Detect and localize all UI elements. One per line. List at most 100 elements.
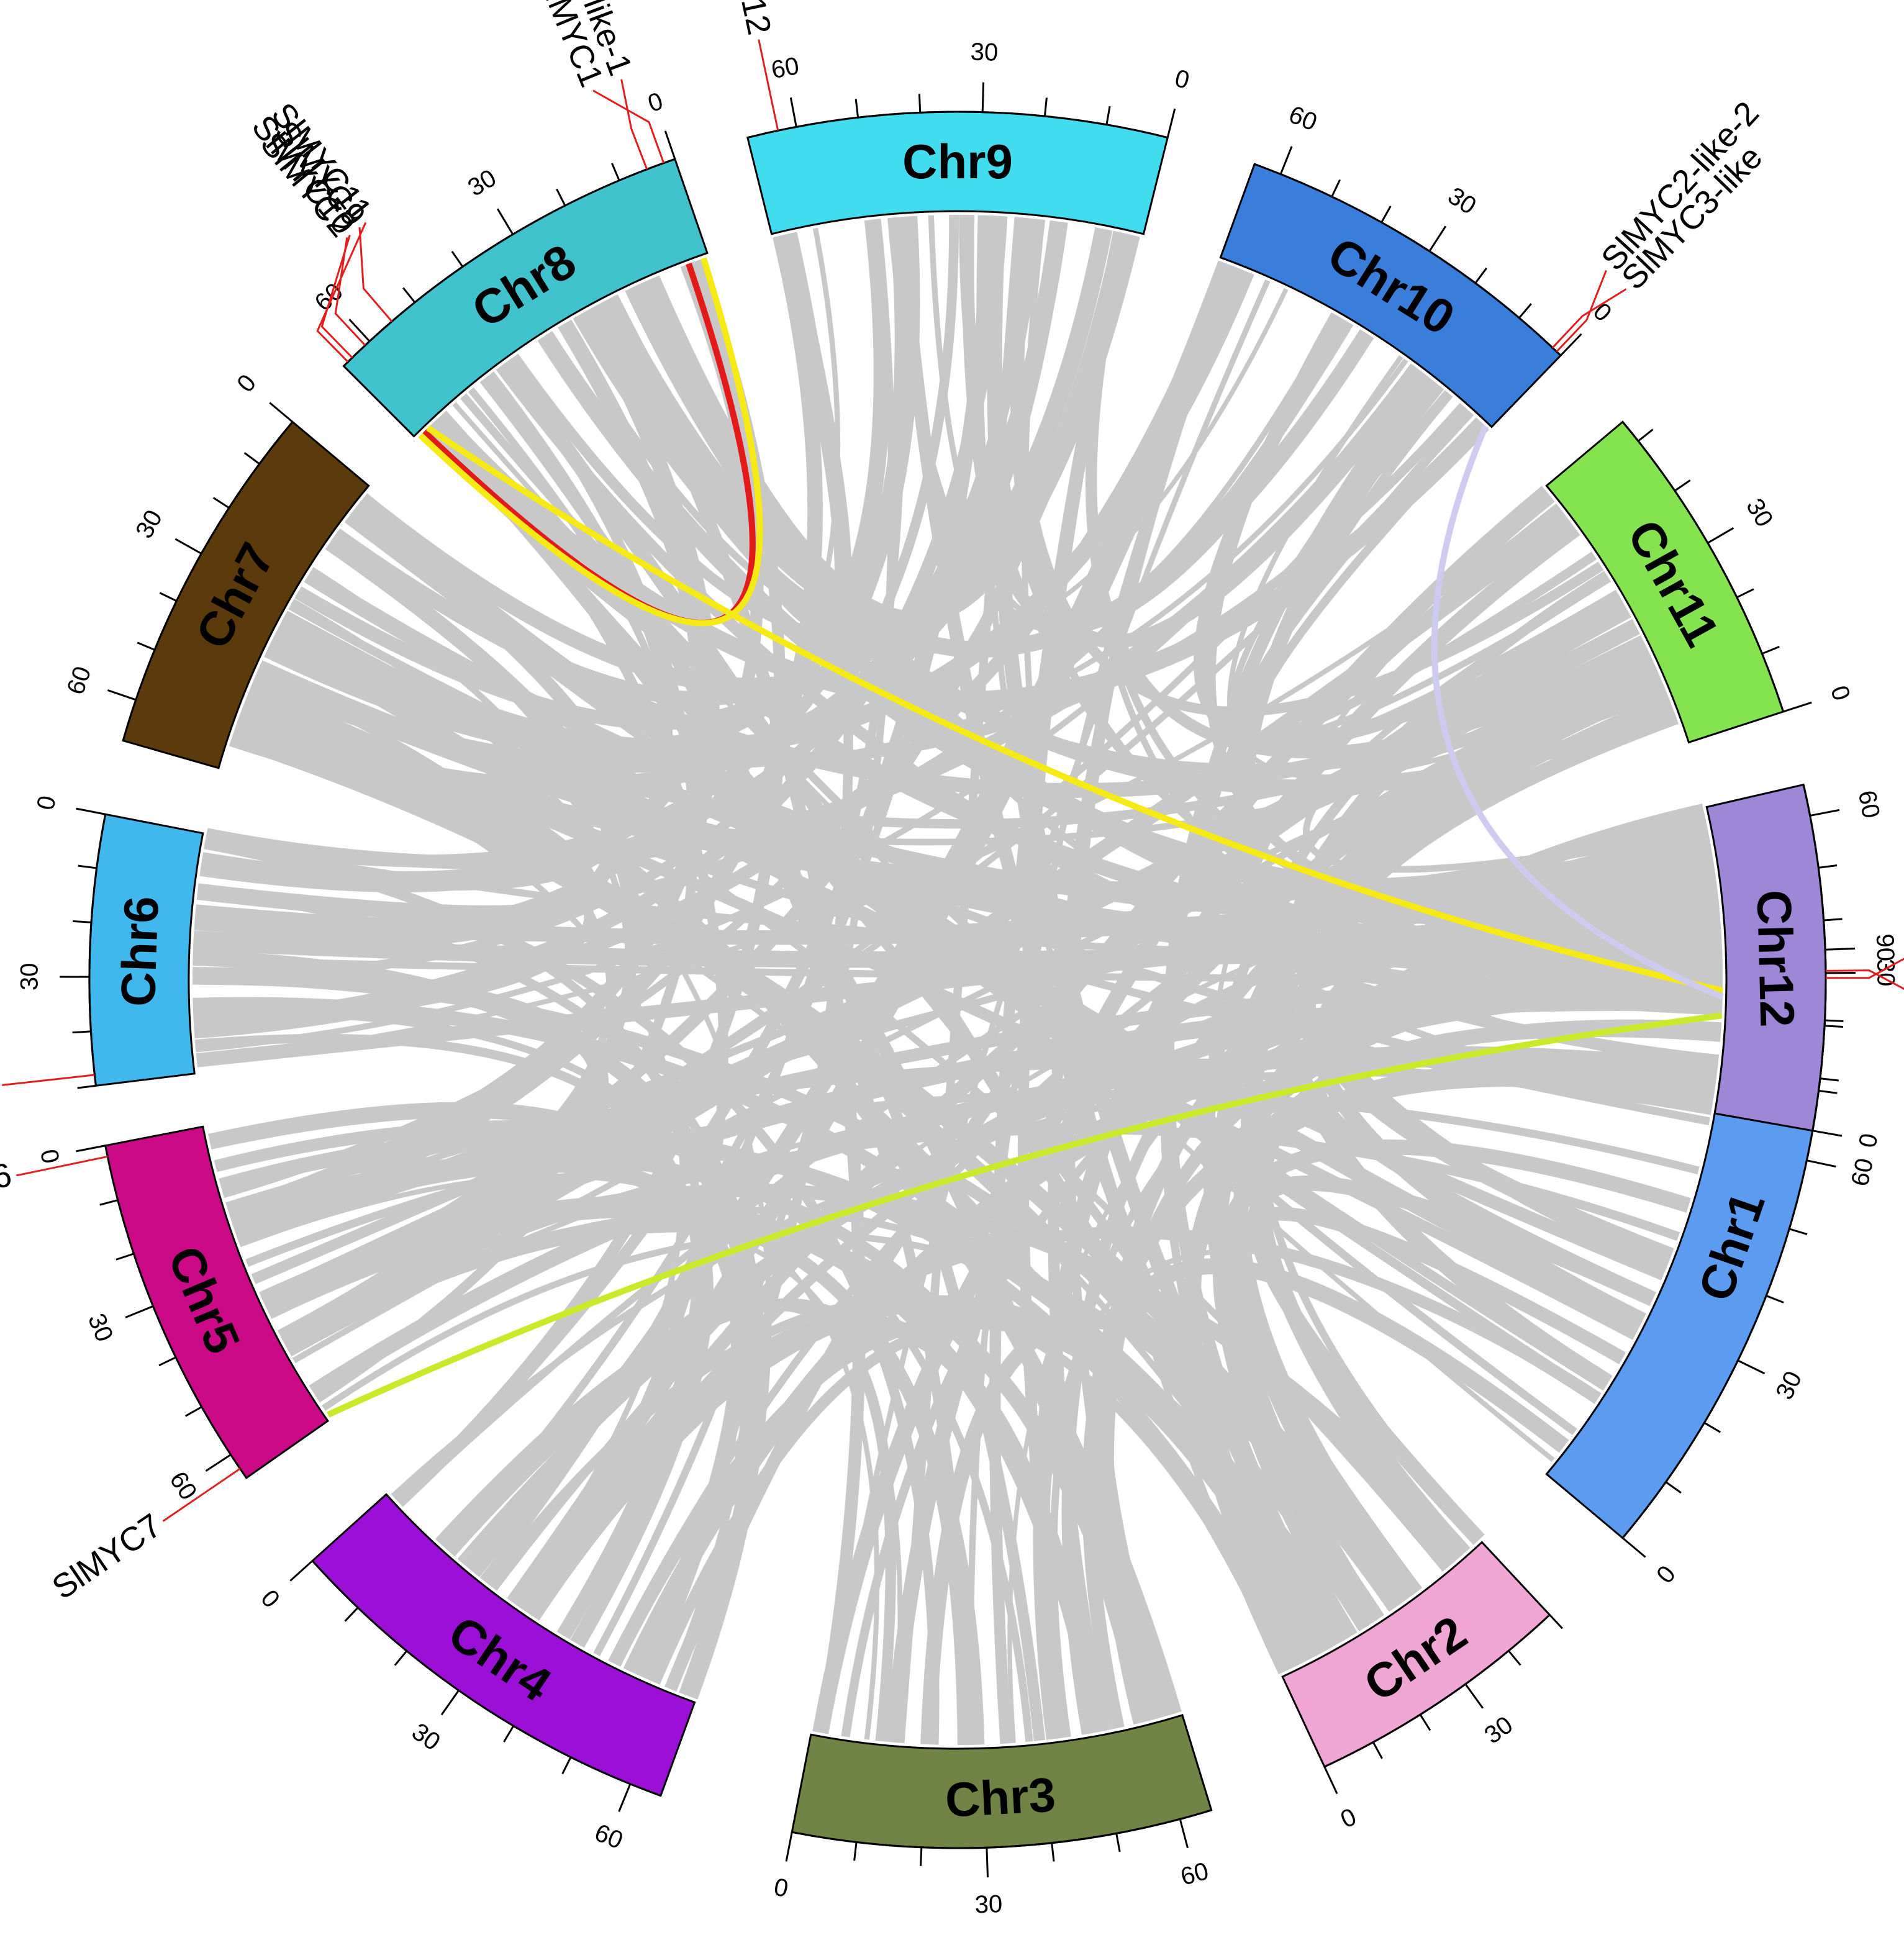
tick-label: 60 xyxy=(1853,788,1885,820)
gene-label: SlMYC6 xyxy=(0,1156,15,1218)
minor-tick xyxy=(99,1199,119,1206)
tick-label: 60 xyxy=(1178,1857,1212,1891)
tick-label: 30 xyxy=(1443,182,1481,220)
gene-marker: SlMYC8 xyxy=(2,1074,95,1086)
tick-label: 60 xyxy=(591,1819,627,1855)
major-tick xyxy=(1323,1766,1338,1795)
gene-leader-line xyxy=(1825,958,1904,979)
tick-label: 30 xyxy=(1741,494,1778,532)
collinearity-link xyxy=(264,219,891,758)
major-tick xyxy=(981,82,985,112)
tick-label: 0 xyxy=(232,369,261,397)
major-tick xyxy=(440,1690,460,1716)
tick-label: 0 xyxy=(255,1585,285,1613)
major-tick xyxy=(76,1144,106,1153)
minor-tick xyxy=(1474,267,1487,284)
minor-tick xyxy=(920,1847,923,1866)
minor-tick xyxy=(1549,1614,1563,1629)
tick-label: 0 xyxy=(645,88,666,118)
collinearity-link xyxy=(1049,899,1720,1738)
minor-tick xyxy=(1818,864,1838,869)
gene-marker: SlMYC5 xyxy=(1825,969,1904,990)
gene-marker: SlMYC4 xyxy=(1825,958,1904,979)
tick-axis xyxy=(1621,421,1785,712)
tick-label: 0 xyxy=(35,1147,64,1166)
tick-axis xyxy=(1254,163,1562,356)
highlighted-gene-pair-links xyxy=(327,257,1724,1418)
collinearity-link xyxy=(193,956,1723,984)
collinearity-link xyxy=(920,1313,1418,1745)
minor-tick xyxy=(212,497,230,509)
minor-tick xyxy=(855,99,859,118)
major-tick xyxy=(348,319,371,342)
collinearity-link xyxy=(1300,709,1679,1328)
tick-label: 0 xyxy=(1854,1131,1883,1150)
collinearity-link xyxy=(279,402,1467,764)
collinearity-link xyxy=(331,216,912,706)
major-tick xyxy=(125,1305,154,1318)
minor-tick xyxy=(1766,1295,1784,1303)
minor-tick xyxy=(1824,1025,1844,1028)
collinearity-link xyxy=(1203,571,1610,1630)
collinearity-link xyxy=(196,504,1560,1064)
major-tick xyxy=(1810,809,1840,817)
minor-tick xyxy=(344,1607,359,1622)
major-tick xyxy=(1737,1359,1766,1375)
tick-label: 60 xyxy=(1846,1156,1879,1189)
collinearity-link xyxy=(1010,217,1426,648)
tick-label: 30 xyxy=(130,505,168,543)
minor-tick xyxy=(451,250,464,268)
minor-tick xyxy=(1115,1833,1121,1852)
tick-axis xyxy=(311,1560,661,1797)
tick-label: 30 xyxy=(16,963,43,990)
major-tick xyxy=(1825,948,1856,951)
minor-tick xyxy=(853,1842,858,1861)
collinearity-link xyxy=(603,296,866,1734)
tick-label: 0 xyxy=(1588,297,1617,327)
major-tick xyxy=(785,1832,793,1862)
gene-label: SlMYC12 xyxy=(712,0,778,38)
minor-tick xyxy=(1761,645,1780,655)
minor-tick xyxy=(77,1084,96,1089)
major-tick xyxy=(1807,1159,1836,1168)
major-tick xyxy=(289,1560,314,1582)
tick-label: 30 xyxy=(463,164,501,202)
collinearity-link xyxy=(245,1090,1700,1267)
major-tick xyxy=(1428,225,1447,252)
tick-label: 30 xyxy=(1479,1711,1518,1749)
major-tick xyxy=(107,689,137,701)
gene-leader-line xyxy=(1825,969,1904,990)
highlight-link-chr10-chr1 xyxy=(1431,425,1724,1000)
tick-label: 0 xyxy=(772,1873,791,1902)
collinearity-link xyxy=(265,1184,1471,1557)
major-tick xyxy=(618,1784,632,1812)
gene-leader-line xyxy=(620,79,648,170)
gene-leader-line xyxy=(316,222,367,363)
major-tick xyxy=(1464,1683,1484,1709)
collinearity-link xyxy=(314,358,699,1403)
gene-leader-line xyxy=(320,235,353,359)
collinearity-link xyxy=(322,1231,1397,1610)
major-tick xyxy=(496,208,514,235)
minor-tick xyxy=(561,1756,572,1775)
minor-tick xyxy=(402,287,416,303)
gene-marker: SlMYC12 xyxy=(712,0,779,131)
gene-leader-line xyxy=(16,1155,108,1177)
minor-tick xyxy=(137,641,155,651)
minor-tick xyxy=(611,163,620,181)
minor-tick xyxy=(159,592,177,602)
minor-tick xyxy=(1051,1842,1055,1862)
chromosome-chr3: 0 30 60 Chr3 xyxy=(772,1714,1213,1918)
collinearity-link xyxy=(989,232,1130,1744)
minor-tick xyxy=(503,1725,515,1743)
minor-tick xyxy=(73,920,92,923)
major-tick xyxy=(205,1454,232,1472)
minor-tick xyxy=(556,188,566,206)
tick-label: 30 xyxy=(970,39,999,66)
tick-axis xyxy=(791,1809,1212,1849)
tick-axis xyxy=(88,814,107,1086)
highlight-link-chr5-chr1 xyxy=(327,1012,1723,1418)
